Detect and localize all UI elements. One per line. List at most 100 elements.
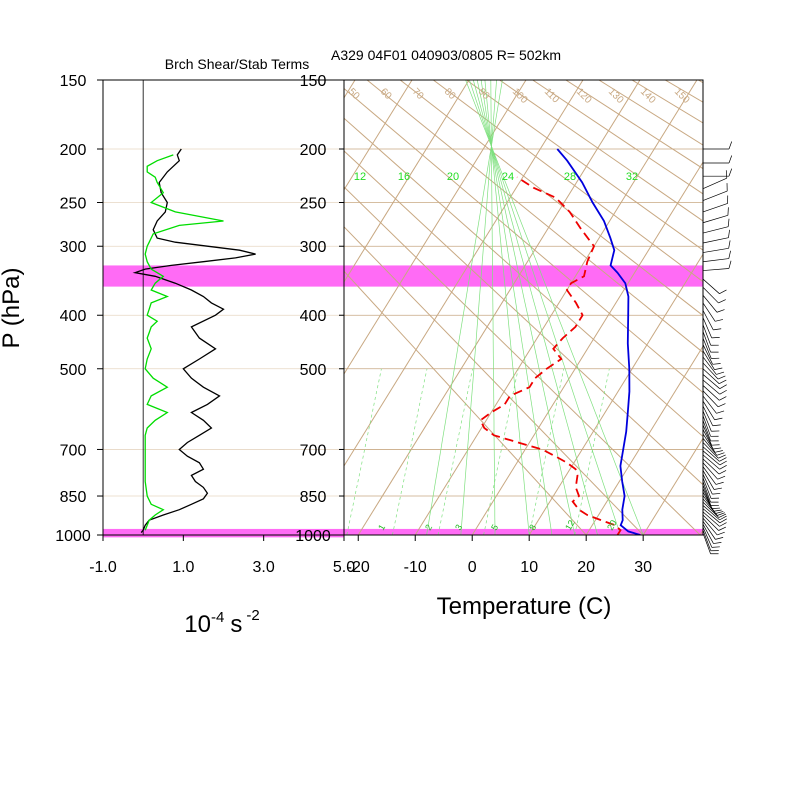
left-y-tick-label: 1000 bbox=[55, 528, 91, 545]
wind-barb bbox=[702, 501, 719, 518]
skewt-x-axis-label: Temperature (C) bbox=[437, 593, 612, 620]
dry-adiabat bbox=[698, 80, 703, 84]
wind-barb-flag bbox=[728, 155, 733, 164]
wind-barb bbox=[702, 420, 712, 442]
isotherm bbox=[344, 80, 413, 191]
wind-barb-flag bbox=[711, 507, 721, 509]
dry-adiabat bbox=[344, 186, 701, 535]
isotherm bbox=[642, 437, 703, 535]
isotherm bbox=[357, 80, 641, 535]
wind-barb-flag bbox=[712, 363, 721, 365]
skewt-y-tick-label: 300 bbox=[300, 239, 327, 256]
wind-barb-flag bbox=[728, 229, 730, 238]
wind-barb bbox=[702, 514, 719, 531]
wind-barb bbox=[702, 214, 729, 224]
theta-e-label: 32 bbox=[626, 171, 638, 183]
wind-barb-flag bbox=[719, 396, 727, 401]
skewt-y-tick-label: 250 bbox=[300, 196, 327, 213]
isotherm bbox=[414, 80, 698, 535]
dry-adiabat-label: 70 bbox=[410, 86, 426, 102]
wind-barb bbox=[702, 324, 712, 346]
wind-barb bbox=[702, 424, 712, 446]
skewt-x-tick-label: 10 bbox=[520, 559, 538, 576]
wind-barb bbox=[702, 379, 721, 395]
isotherm bbox=[344, 80, 584, 467]
isotherm bbox=[757, 80, 800, 535]
wind-barb bbox=[702, 524, 714, 544]
isotherm bbox=[471, 161, 703, 535]
skewt-x-tick-label: 30 bbox=[634, 559, 652, 576]
theta-e-label: 20 bbox=[447, 171, 459, 183]
skewt-x-tick-label: -10 bbox=[404, 559, 427, 576]
moist-adiabat bbox=[460, 80, 497, 535]
wind-barb bbox=[702, 226, 729, 234]
dry-adiabat-label: 110 bbox=[542, 86, 561, 105]
wind-barb-flag bbox=[718, 513, 727, 518]
wind-barb bbox=[702, 295, 718, 313]
wind-barb-flag bbox=[716, 452, 725, 456]
wind-barb bbox=[702, 484, 712, 506]
wind-barb-flag bbox=[719, 457, 727, 462]
skewt-x-tick-label: -20 bbox=[347, 559, 370, 576]
wind-barb-flag bbox=[717, 375, 726, 380]
left-panel-title: Brch Shear/Stab Terms bbox=[165, 56, 309, 72]
wind-barb-flag bbox=[712, 424, 721, 427]
mixing-ratio-label: 8 bbox=[527, 523, 538, 532]
left-x-tick-label: 3.0 bbox=[253, 559, 275, 576]
wind-barb bbox=[702, 477, 712, 499]
dry-adiabat-label: 150 bbox=[672, 86, 692, 106]
left-y-tick-label: 400 bbox=[60, 308, 87, 325]
wind-barb-flag bbox=[714, 417, 723, 421]
dry-adiabat bbox=[344, 150, 703, 486]
mixing-ratio-line bbox=[528, 368, 565, 535]
mixing-ratio-line bbox=[392, 368, 428, 535]
left-y-tick-label: 500 bbox=[60, 362, 87, 379]
wind-barb bbox=[702, 237, 729, 244]
wind-barb bbox=[702, 532, 711, 554]
moist-adiabat bbox=[480, 80, 553, 535]
wind-barb bbox=[702, 247, 729, 253]
wind-barb bbox=[702, 390, 719, 408]
wind-barb bbox=[702, 278, 720, 294]
wind-barb-flag bbox=[711, 546, 720, 548]
wind-barb-flag bbox=[718, 454, 726, 459]
wind-barb bbox=[702, 356, 717, 375]
dry-adiabat bbox=[344, 87, 703, 394]
wind-barb bbox=[702, 362, 719, 380]
wind-barb bbox=[702, 446, 720, 462]
left-x-ticks: -1.0 1.0 3.0 5.0 bbox=[89, 535, 355, 576]
isotherm bbox=[699, 529, 703, 535]
wind-barb-flag bbox=[728, 141, 733, 150]
wind-barb-flag bbox=[719, 518, 727, 524]
wind-barb-flag bbox=[727, 218, 730, 227]
wind-barb-flag bbox=[716, 371, 725, 375]
wind-barb-flag bbox=[728, 250, 731, 259]
wind-barb-flag bbox=[719, 515, 727, 521]
wind-barb-flag bbox=[715, 319, 724, 322]
wind-barb-flag bbox=[717, 475, 726, 480]
wind-barb bbox=[702, 527, 713, 548]
left-y-tick-label: 850 bbox=[60, 489, 87, 506]
wind-barb bbox=[702, 530, 712, 551]
mixing-ratio-label: 2 bbox=[423, 523, 434, 532]
wind-barb-flag bbox=[718, 526, 727, 531]
wind-barb-flag bbox=[716, 410, 725, 414]
wind-barb bbox=[702, 458, 720, 475]
left-highlight-bands bbox=[103, 265, 344, 538]
moist-adiabat bbox=[465, 80, 644, 535]
left-y-tick-label: 250 bbox=[60, 196, 87, 213]
dry-adiabat bbox=[565, 80, 703, 170]
wind-barb bbox=[702, 511, 720, 527]
dry-adiabat-label: 50 bbox=[346, 86, 362, 102]
theta-e-label: 28 bbox=[564, 171, 576, 183]
dry-adiabat-lines bbox=[344, 80, 703, 535]
wind-barb-flag bbox=[719, 460, 727, 466]
wind-barb bbox=[702, 374, 720, 389]
skewt-x-tick-label: 0 bbox=[468, 559, 477, 576]
left-y-tick-label: 300 bbox=[60, 239, 87, 256]
wind-barb-flag bbox=[714, 367, 723, 370]
wind-barb bbox=[702, 268, 729, 271]
wind-barb-flag bbox=[714, 450, 723, 453]
wind-barb bbox=[702, 415, 711, 437]
mixing-ratio-label: 12 bbox=[563, 518, 577, 532]
